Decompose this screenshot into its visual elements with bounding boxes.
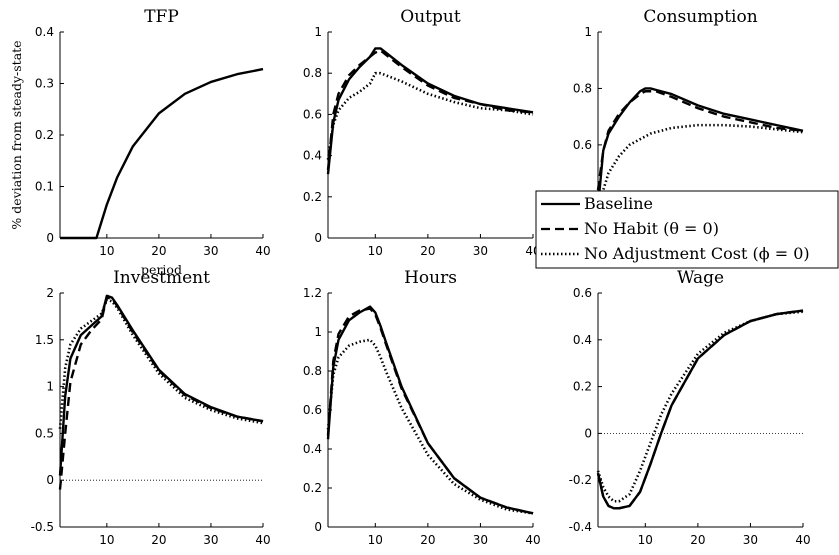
panel-title-wage: Wage [677, 268, 724, 288]
y-tick-label: 0.8 [303, 66, 322, 80]
legend-label-no-habit: No Habit (θ = 0) [584, 219, 719, 238]
y-tick-label: 0.2 [573, 380, 592, 394]
x-tick-label: 40 [795, 533, 810, 547]
y-tick-label: -0.4 [569, 520, 592, 534]
y-tick-label: 0 [46, 473, 54, 487]
legend-entry-no-habit: No Habit (θ = 0) [541, 219, 719, 238]
y-tick-label: 0 [46, 231, 54, 245]
y-tick-label: 0.8 [303, 364, 322, 378]
legend: Baseline No Habit (θ = 0) No Adjustment … [535, 190, 839, 269]
y-tick-label: 1.5 [35, 333, 54, 347]
y-tick-label: 0.3 [35, 77, 54, 91]
panel-title-tfp: TFP [144, 7, 179, 27]
legend-label-no-adjustment-cost: No Adjustment Cost (ϕ = 0) [584, 244, 810, 263]
y-tick-label: -0.5 [31, 520, 54, 534]
legend-label-baseline: Baseline [584, 194, 653, 213]
y-tick-label: 1.2 [303, 286, 322, 300]
y-tick-label: 0.4 [303, 149, 322, 163]
y-tick-label: 0.4 [303, 442, 322, 456]
series-line-dotted [326, 71, 534, 160]
panel-wage: Wage 10 20 30 40 -0.4 -0.2 0 0.2 0.4 0.6 [569, 268, 811, 547]
series-line-dotted [596, 123, 804, 222]
y-tick-label: 1 [46, 380, 54, 394]
x-tick-label: 40 [525, 533, 540, 547]
y-tick-label: 0.6 [303, 403, 322, 417]
y-tick-label: 1 [314, 25, 322, 39]
x-tick-label: 20 [690, 533, 705, 547]
series-line-dashed [326, 49, 534, 171]
series-line-solid [60, 67, 264, 240]
y-tick-label: 0.8 [573, 81, 592, 95]
x-tick-label: 30 [203, 244, 218, 258]
panel-title-investment: Investment [113, 268, 210, 288]
x-tick-label: 10 [368, 533, 383, 547]
panel-tfp: TFP 10 20 30 40 0 0.1 0.2 0.3 0.4 period % deviatio… [9, 7, 271, 277]
x-tick-label: 10 [99, 533, 114, 547]
y-tick-label: 0 [584, 426, 592, 440]
panel-title-consumption: Consumption [643, 7, 757, 27]
legend-entry-baseline: Baseline [541, 194, 653, 213]
y-tick-label: 0.2 [35, 128, 54, 142]
y-tick-label: 0.6 [303, 107, 322, 121]
panel-investment: Investment 10 20 30 40 -0.5 0 0.5 1 1.5 2 [31, 268, 271, 547]
y-tick-label: 2 [46, 286, 54, 300]
x-tick-label: 20 [420, 244, 435, 258]
x-tick-label: 20 [151, 244, 166, 258]
series-line-solid [596, 87, 804, 208]
y-tick-label: -0.2 [569, 473, 592, 487]
x-tick-label: 20 [151, 533, 166, 547]
y-tick-label: 0 [314, 231, 322, 245]
y-axis-label: % deviation from steady-state [9, 40, 24, 229]
y-tick-label: 1 [584, 25, 592, 39]
y-tick-label: 0.2 [303, 481, 322, 495]
panel-title-hours: Hours [404, 268, 457, 288]
y-tick-label: 0.1 [35, 180, 54, 194]
y-tick-label: 0.6 [573, 138, 592, 152]
series-line-dashed [596, 309, 804, 510]
x-tick-label: 30 [203, 533, 218, 547]
x-axis-label: period [141, 262, 182, 277]
y-tick-label: 0.5 [35, 426, 54, 440]
legend-entry-no-adjustment-cost: No Adjustment Cost (ϕ = 0) [541, 244, 810, 263]
y-tick-label: 0.2 [303, 190, 322, 204]
x-tick-label: 30 [743, 533, 758, 547]
x-tick-label: 10 [638, 533, 653, 547]
y-tick-label: 0.6 [573, 286, 592, 300]
series-line-dotted [596, 310, 804, 503]
x-tick-label: 40 [255, 244, 270, 258]
y-tick-label: 0.4 [573, 333, 592, 347]
x-tick-label: 10 [99, 244, 114, 258]
x-tick-label: 10 [368, 244, 383, 258]
x-tick-label: 20 [420, 533, 435, 547]
x-tick-label: 30 [473, 244, 488, 258]
x-tick-label: 40 [255, 533, 270, 547]
legend-box [535, 190, 839, 269]
y-tick-label: 0 [314, 520, 322, 534]
series-line-dashed [326, 307, 534, 515]
x-tick-label: 30 [473, 533, 488, 547]
y-tick-label: 0.4 [35, 25, 54, 39]
y-tick-label: 1 [314, 325, 322, 339]
panel-hours: Hours 10 20 30 40 0 0.2 0.4 0.6 0.8 1 1.2 [303, 268, 541, 547]
series-line-dashed [596, 90, 804, 191]
panel-title-output: Output [400, 7, 461, 27]
series-line-solid [58, 294, 264, 476]
